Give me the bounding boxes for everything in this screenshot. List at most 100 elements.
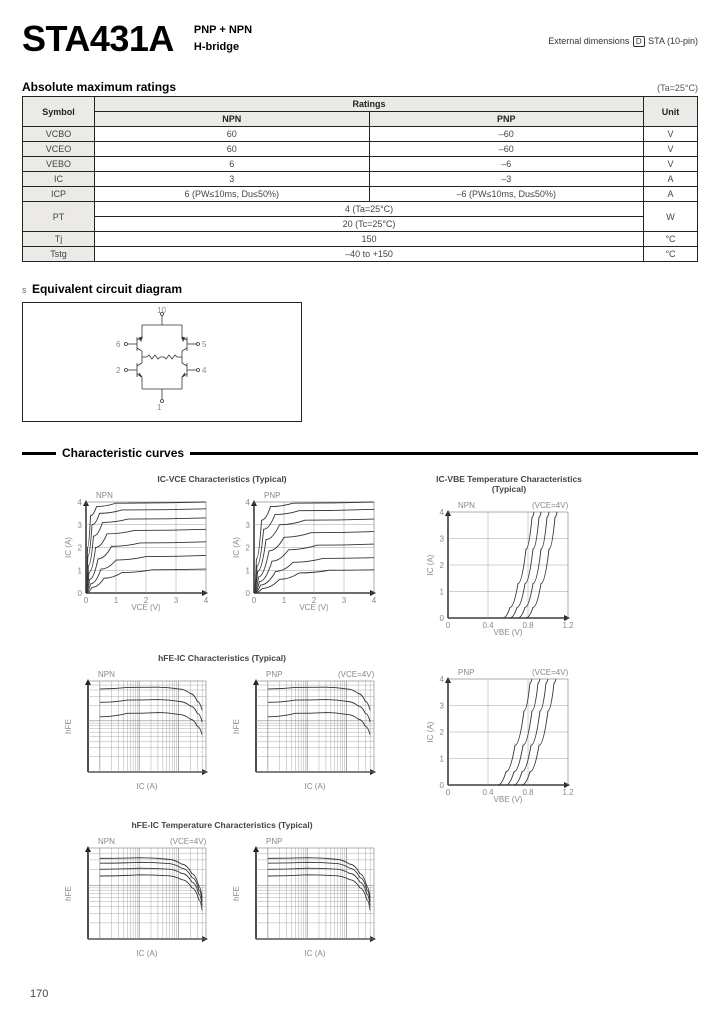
svg-text:2: 2: [246, 544, 251, 553]
svg-text:2: 2: [78, 544, 83, 553]
svg-text:3: 3: [246, 521, 251, 530]
svg-text:0: 0: [84, 596, 89, 605]
th-ratings: Ratings: [95, 97, 644, 112]
svg-text:NPN: NPN: [96, 491, 113, 500]
svg-text:1.2: 1.2: [562, 621, 574, 630]
svg-text:0.4: 0.4: [482, 621, 494, 630]
svg-text:3: 3: [440, 535, 445, 544]
svg-text:(VCE=4V): (VCE=4V): [170, 837, 207, 846]
svg-text:IC (A): IC (A): [426, 554, 435, 575]
pin-10: 10: [157, 307, 166, 315]
subtitle-block: PNP + NPN H-bridge: [194, 18, 252, 55]
pin-5: 5: [202, 340, 207, 349]
svg-text:0.8: 0.8: [522, 788, 534, 797]
ratings-title: Absolute maximum ratings: [22, 80, 176, 94]
svg-text:1: 1: [440, 588, 445, 597]
svg-text:VCE (V): VCE (V): [299, 603, 329, 612]
svg-text:hFE: hFE: [232, 719, 241, 734]
chart-hfe-npn: NPN IC (A) hFE: [62, 667, 212, 792]
svg-text:hFE: hFE: [64, 719, 73, 734]
ext-dims-prefix: External dimensions: [548, 36, 629, 46]
chart-ic-vce-pnp: PNP0123401234VCE (V)IC (A): [230, 488, 380, 613]
th-npn: NPN: [95, 112, 370, 127]
svg-text:1: 1: [78, 566, 83, 575]
circuit-svg: 10 6 5 2 4 1: [92, 307, 232, 417]
svg-text:hFE: hFE: [232, 886, 241, 901]
svg-text:3: 3: [342, 596, 347, 605]
svg-text:0: 0: [246, 589, 251, 598]
svg-text:1.2: 1.2: [562, 788, 574, 797]
curves-title: Characteristic curves: [62, 446, 184, 460]
svg-text:NPN: NPN: [98, 670, 115, 679]
svg-text:IC (A): IC (A): [137, 782, 158, 791]
bar-trailer: [190, 452, 698, 455]
charts-area: IC-VCE Characteristics (Typical) NPN 0 1 2 3…: [22, 474, 698, 959]
svg-text:0: 0: [252, 596, 257, 605]
pin-2: 2: [116, 366, 121, 375]
part-number: STA431A: [22, 18, 174, 60]
svg-text:IC (A): IC (A): [426, 721, 435, 742]
svg-text:4: 4: [204, 596, 209, 605]
svg-text:2: 2: [440, 561, 445, 570]
bar-leader: [22, 452, 56, 455]
circuit-prefix: s: [22, 285, 27, 295]
svg-text:0.4: 0.4: [482, 788, 494, 797]
hfe-ic-title: hFE-IC Characteristics (Typical): [62, 653, 382, 663]
svg-text:PNP: PNP: [458, 668, 474, 677]
svg-text:IC (A): IC (A): [64, 537, 73, 558]
ratings-table: Symbol Ratings Unit NPN PNP VCBO60–60VVC…: [22, 96, 698, 262]
svg-text:(VCE=4V): (VCE=4V): [532, 501, 569, 510]
svg-text:1: 1: [282, 596, 287, 605]
chart-ic-vbe-npn: NPN(VCE=4V)00.40.81.201234VBE (V)IC (A): [424, 498, 574, 638]
svg-text:4: 4: [246, 498, 251, 507]
page-number: 170: [30, 988, 48, 1000]
svg-text:hFE: hFE: [64, 886, 73, 901]
svg-text:IC (A): IC (A): [305, 782, 326, 791]
svg-text:IC (A): IC (A): [305, 949, 326, 958]
svg-text:IC (A): IC (A): [232, 537, 241, 558]
svg-text:3: 3: [78, 521, 83, 530]
chart-ic-vbe-pnp: PNP(VCE=4V)00.40.81.201234VBE (V)IC (A): [424, 665, 574, 805]
ic-vbe-title: IC-VBE Temperature Characteristics (Typi…: [424, 474, 594, 494]
svg-text:4: 4: [372, 596, 377, 605]
svg-text:(VCE=4V): (VCE=4V): [338, 670, 375, 679]
svg-text:VCE (V): VCE (V): [131, 603, 161, 612]
ratings-ta-note: (Ta=25°C): [657, 83, 698, 93]
svg-text:(VCE=4V): (VCE=4V): [532, 668, 569, 677]
svg-text:0: 0: [446, 788, 451, 797]
chart-hfe-pnp: PNP (VCE=4V) IC (A) hFE: [230, 667, 380, 792]
header: STA431A PNP + NPN H-bridge External dime…: [22, 18, 698, 64]
svg-text:NPN: NPN: [98, 837, 115, 846]
svg-text:PNP: PNP: [266, 670, 282, 679]
ic-vce-title: IC-VCE Characteristics (Typical): [62, 474, 382, 484]
chart-hfe-temp-npn: NPN (VCE=4V) IC (A) hFE: [62, 834, 212, 959]
svg-text:PNP: PNP: [264, 491, 280, 500]
ext-dims-suffix: STA (10-pin): [648, 36, 698, 46]
svg-text:3: 3: [440, 702, 445, 711]
svg-text:0: 0: [440, 781, 445, 790]
svg-text:0: 0: [440, 614, 445, 623]
svg-text:3: 3: [174, 596, 179, 605]
svg-text:1: 1: [246, 566, 251, 575]
th-pnp: PNP: [369, 112, 644, 127]
svg-text:VBE (V): VBE (V): [494, 795, 523, 804]
svg-text:4: 4: [440, 675, 445, 684]
svg-text:PNP: PNP: [266, 837, 282, 846]
subtitle-1: PNP + NPN: [194, 22, 252, 39]
chart-ic-vce-npn: NPN0123401234VCE (V)IC (A): [62, 488, 212, 613]
external-dimensions: External dimensions D STA (10-pin): [548, 18, 698, 47]
pin-4: 4: [202, 366, 207, 375]
characteristic-curves-header: Characteristic curves: [22, 446, 698, 460]
pin-6: 6: [116, 340, 121, 349]
subtitle-2: H-bridge: [194, 39, 252, 56]
th-symbol: Symbol: [23, 97, 95, 127]
svg-text:VBE (V): VBE (V): [494, 628, 523, 637]
svg-text:2: 2: [440, 728, 445, 737]
svg-text:1: 1: [114, 596, 119, 605]
svg-text:IC (A): IC (A): [137, 949, 158, 958]
svg-text:0: 0: [446, 621, 451, 630]
svg-text:0: 0: [78, 589, 83, 598]
ext-dims-d-icon: D: [633, 36, 645, 47]
svg-text:4: 4: [78, 498, 83, 507]
chart-hfe-temp-pnp: PNP IC (A) hFE: [230, 834, 380, 959]
